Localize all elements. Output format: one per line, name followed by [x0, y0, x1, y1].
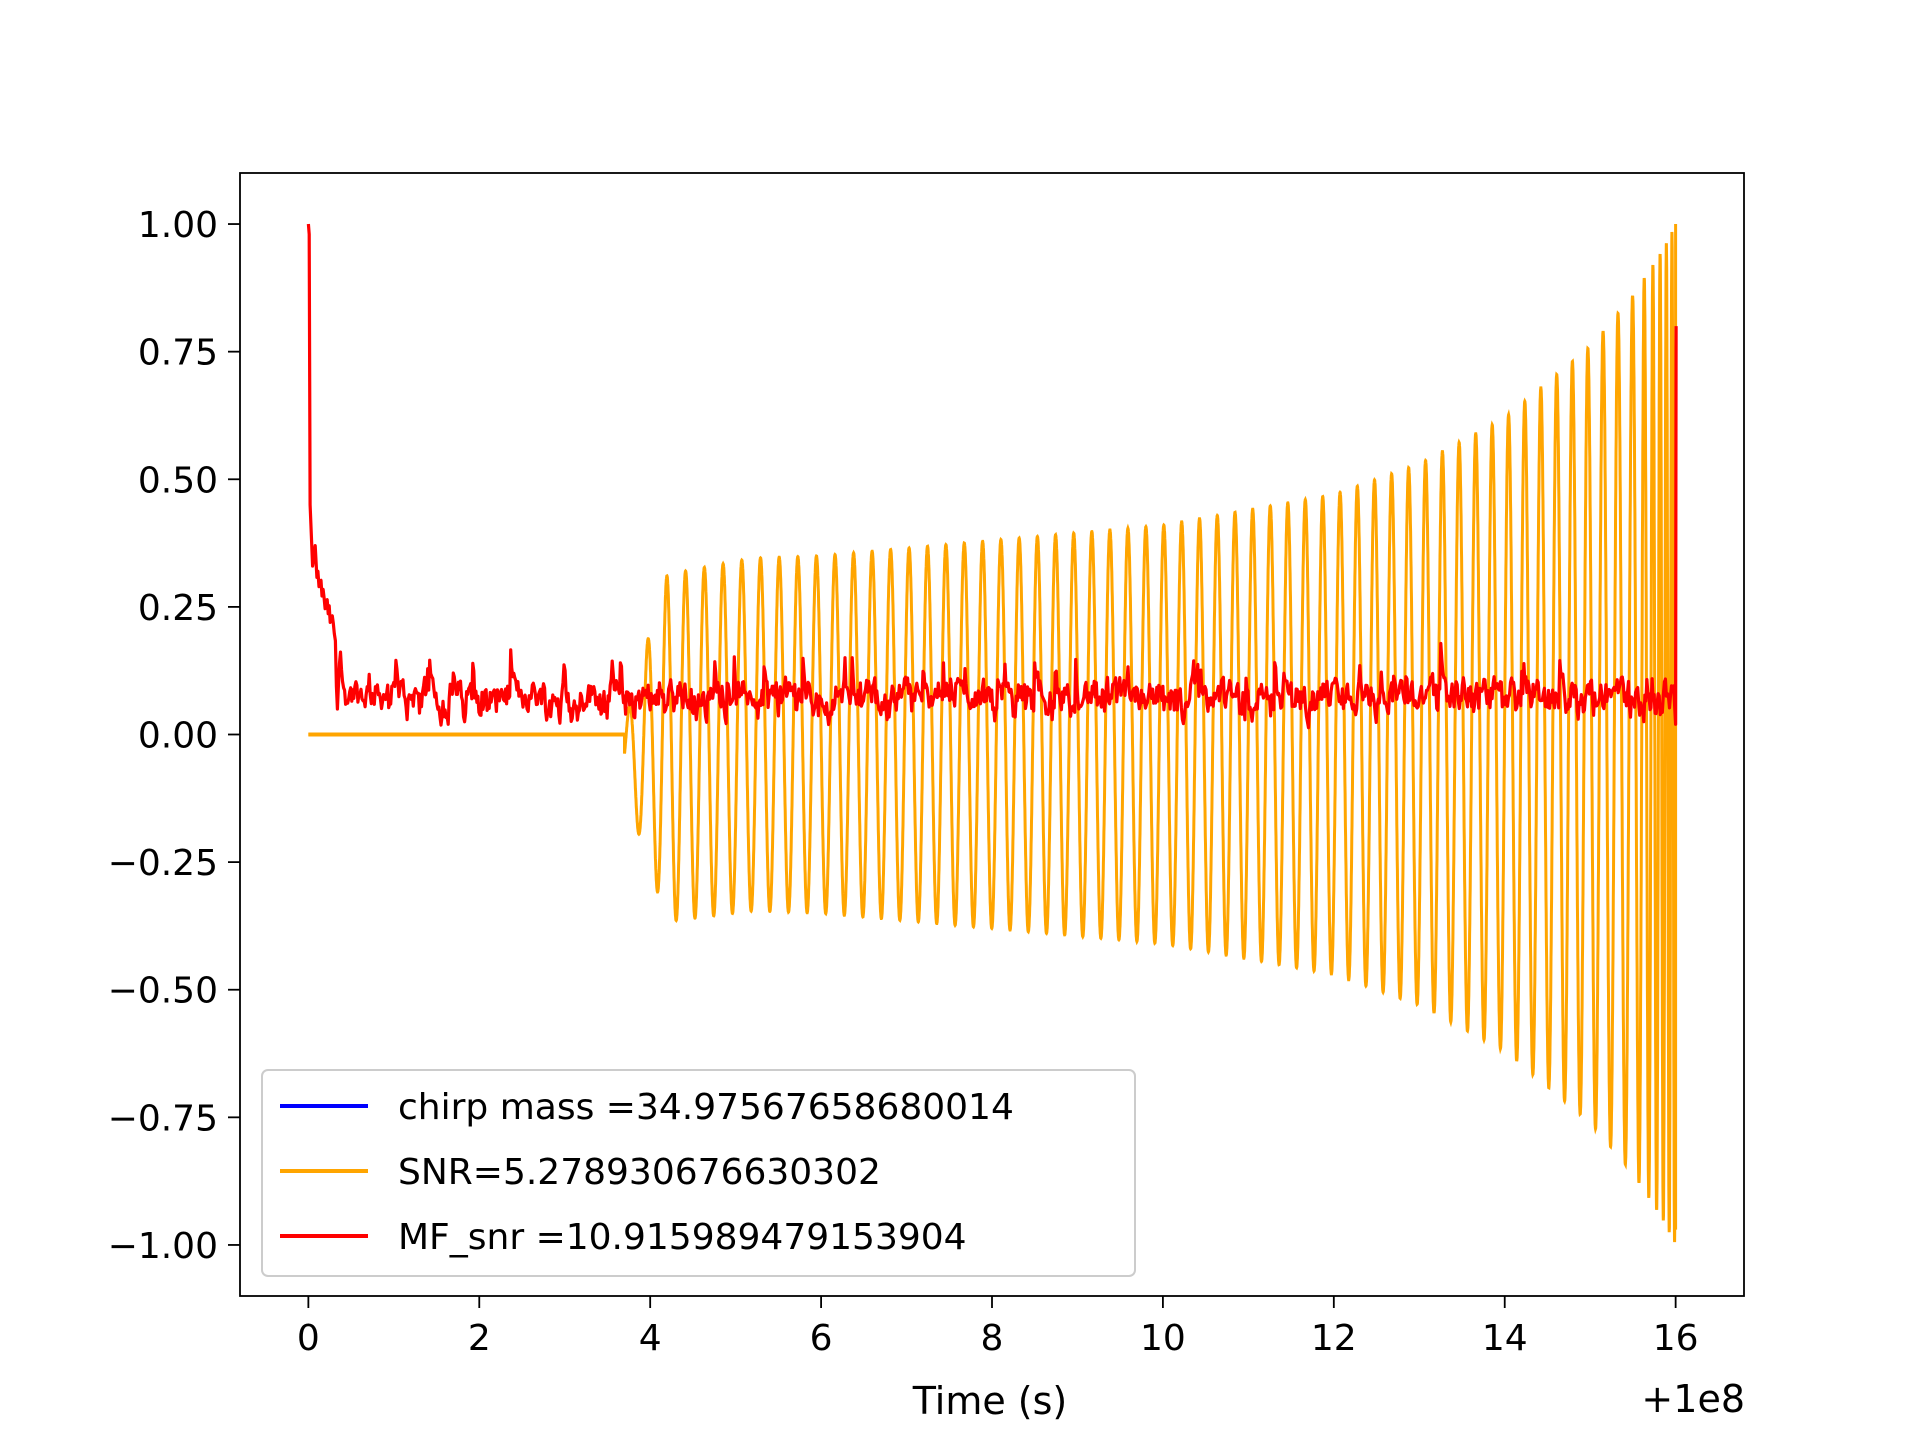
y-tick-label: 0.50 [138, 460, 218, 501]
y-tick-label: −1.00 [108, 1226, 218, 1267]
x-tick-label: 8 [981, 1318, 1004, 1359]
y-axis: 1.00 0.75 0.50 0.25 0.00 −0.25 −0.50 −0.75 −1.00 [108, 205, 240, 1267]
x-tick-label: 2 [468, 1318, 491, 1359]
y-tick-label: 0.75 [138, 333, 218, 374]
y-tick-label: 0.00 [138, 716, 218, 757]
y-tick-label: −0.50 [108, 971, 218, 1012]
x-tick-label: 12 [1311, 1318, 1357, 1359]
legend: chirp mass =34.97567658680014 SNR=5.27893… [261, 1069, 1136, 1277]
y-tick-label: 1.00 [138, 205, 218, 246]
y-tick-label: 0.25 [138, 588, 218, 629]
x-tick-label: 4 [639, 1318, 662, 1359]
x-axis-label: Time (s) [912, 1379, 1068, 1423]
plot-area [306, 223, 1678, 1243]
legend-label: MF_snr =10.915989479153904 [398, 1217, 967, 1258]
x-offset-text: +1e8 [1641, 1377, 1745, 1421]
x-tick-label: 14 [1482, 1318, 1528, 1359]
legend-frame [261, 1069, 1136, 1277]
x-tick-label: 16 [1653, 1318, 1699, 1359]
legend-label: SNR=5.278930676630302 [398, 1152, 881, 1193]
x-tick-label: 0 [297, 1318, 320, 1359]
legend-label: chirp mass =34.97567658680014 [398, 1087, 1014, 1128]
x-tick-label: 6 [810, 1318, 833, 1359]
snr-series-line [308, 223, 1678, 1243]
x-axis: 0 2 4 6 8 10 12 14 16 [297, 1296, 1699, 1359]
mf-snr-series-line [306, 223, 1678, 730]
x-tick-label: 10 [1140, 1318, 1186, 1359]
y-tick-label: −0.75 [108, 1098, 218, 1139]
y-tick-label: −0.25 [108, 843, 218, 884]
